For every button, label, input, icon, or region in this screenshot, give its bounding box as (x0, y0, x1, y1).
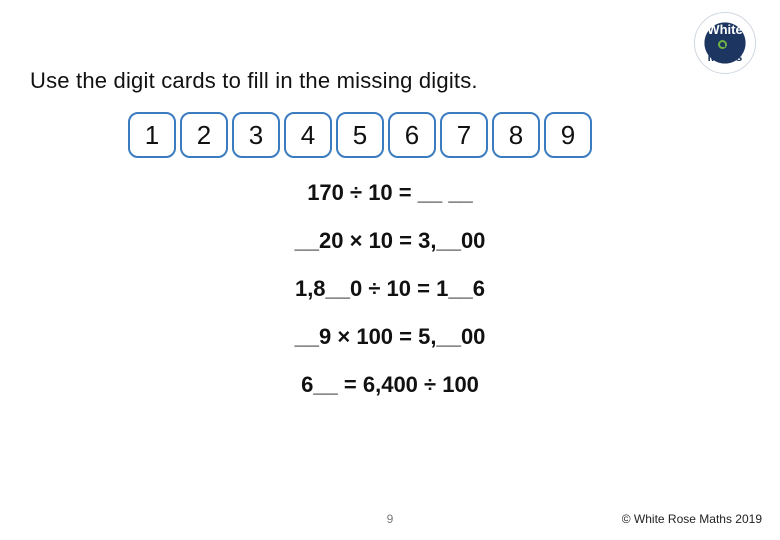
equations-block: 170 ÷ 10 = __ __ __20 × 10 = 3,__00 1,8_… (0, 180, 780, 398)
equation-line: __9 × 100 = 5,__00 (295, 324, 486, 350)
logo-line-3: Maths (708, 51, 743, 63)
digit-card[interactable]: 7 (440, 112, 488, 158)
equation-line: __20 × 10 = 3,__00 (295, 228, 486, 254)
digit-card[interactable]: 4 (284, 112, 332, 158)
equation-line: 1,8__0 ÷ 10 = 1__6 (295, 276, 485, 302)
digit-card[interactable]: 6 (388, 112, 436, 158)
white-rose-maths-logo: White Rse Maths (694, 12, 756, 74)
rose-icon (718, 40, 727, 49)
equation-line: 6__ = 6,400 ÷ 100 (301, 372, 479, 398)
slide-number: 9 (387, 512, 394, 526)
logo-line-1: White (707, 23, 742, 36)
digit-card[interactable]: 5 (336, 112, 384, 158)
digit-card[interactable]: 1 (128, 112, 176, 158)
instruction-text: Use the digit cards to fill in the missi… (30, 68, 478, 94)
copyright-text: © White Rose Maths 2019 (622, 512, 762, 526)
digit-card[interactable]: 2 (180, 112, 228, 158)
digit-card[interactable]: 3 (232, 112, 280, 158)
digit-card[interactable]: 9 (544, 112, 592, 158)
digit-cards-row: 1 2 3 4 5 6 7 8 9 (128, 112, 592, 158)
digit-card[interactable]: 8 (492, 112, 540, 158)
logo-line-2: Rse (708, 37, 742, 50)
equation-line: 170 ÷ 10 = __ __ (307, 180, 473, 206)
